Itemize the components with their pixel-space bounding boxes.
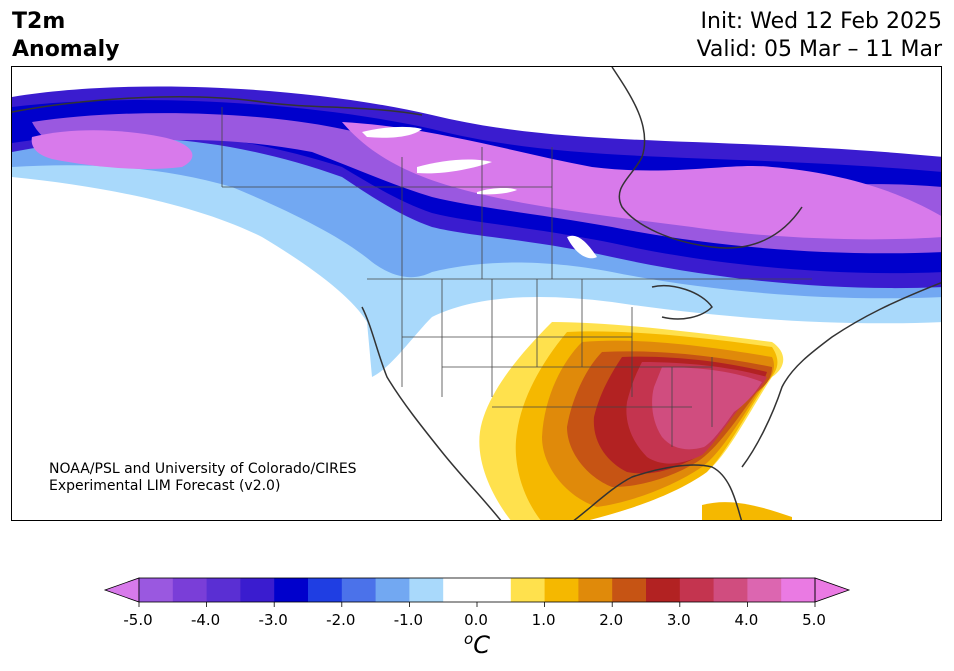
colorbar-tick-label: -2.0 [326, 611, 356, 629]
snow-patch [477, 187, 517, 195]
map-title-line1: T2m [12, 9, 66, 34]
colorbar-tick-label: -4.0 [190, 611, 221, 629]
anomaly-region-rose [652, 367, 762, 450]
colorbar-tick-label: 1.0 [531, 611, 556, 629]
colorbar-tick-label: 3.0 [666, 611, 691, 629]
colorbar-extend-low [103, 577, 140, 603]
colorbar-bin [375, 578, 410, 602]
valid-range: Valid: 05 Mar – 11 Mar [696, 37, 942, 62]
colorbar-bin [578, 578, 613, 602]
anomaly-region-gold [702, 502, 792, 520]
colorbar-bin [172, 578, 208, 602]
map-title-line2: Anomaly [12, 37, 120, 62]
colorbar-tick-label: -5.0 [123, 611, 153, 629]
anomaly-map [12, 67, 941, 520]
colorbar [103, 577, 851, 607]
colorbar-tick-label: 0.0 [464, 611, 488, 629]
colorbar-bin [274, 578, 309, 602]
colorbar-tick-label: 4.0 [734, 611, 759, 629]
colorbar-unit: oC [464, 630, 490, 659]
colorbar-bin [544, 578, 579, 602]
snow-patch [417, 159, 492, 174]
colorbar-bin [206, 578, 241, 602]
colorbar-bin [747, 578, 782, 602]
map-title: T2m Anomaly [12, 8, 119, 64]
colorbar-bin [443, 578, 478, 602]
colorbar-tick-label: 2.0 [599, 611, 624, 629]
map-panel [11, 66, 942, 521]
unit-degree: o [464, 630, 474, 648]
colorbar-extend-high [814, 577, 851, 603]
unit-celsius: C [473, 631, 490, 659]
colorbar-bin [781, 578, 816, 602]
colorbar-bin [341, 578, 377, 602]
colorbar-bin [713, 578, 748, 602]
snow-patch [362, 126, 422, 138]
colorbar-bin [139, 578, 174, 602]
colorbar-bin [409, 578, 444, 602]
state-borders [221, 107, 812, 447]
coastlines [12, 67, 941, 520]
colorbar-bin [240, 578, 275, 602]
colorbar-tick-label: -3.0 [258, 611, 288, 629]
anomaly-region-magenta-west [31, 130, 193, 170]
colorbar-bin [308, 578, 343, 602]
colorbar-bin [612, 578, 647, 602]
snow-patch [567, 235, 597, 259]
colorbar-tick-label: 5.0 [802, 611, 826, 629]
credit-text: NOAA/PSL and University of Colorado/CIRE… [49, 461, 357, 495]
anomaly-region-magenta [342, 122, 941, 240]
forecast-dates: Init: Wed 12 Feb 2025 Valid: 05 Mar – 11… [697, 8, 942, 64]
colorbar-bin [646, 578, 681, 602]
credit-line1: NOAA/PSL and University of Colorado/CIRE… [49, 461, 357, 477]
colorbar-bin [510, 578, 546, 602]
init-date: Init: Wed 12 Feb 2025 [700, 9, 942, 34]
colorbar-bin [477, 578, 512, 602]
colorbar-bin [679, 578, 715, 602]
colorbar-tick-label: -1.0 [393, 611, 424, 629]
credit-line2: Experimental LIM Forecast (v2.0) [49, 478, 281, 494]
